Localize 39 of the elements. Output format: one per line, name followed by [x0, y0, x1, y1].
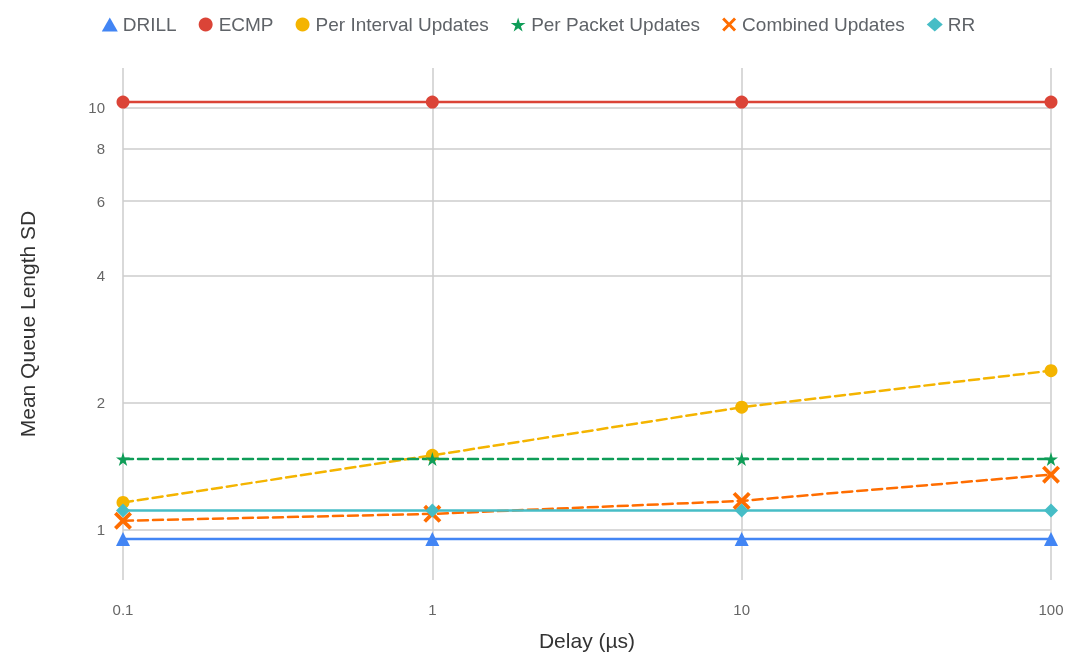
point: [734, 532, 749, 547]
y-tick-label: 8: [96, 139, 105, 157]
point: [1044, 503, 1058, 518]
legend-label: RR: [947, 14, 976, 35]
point: [1044, 532, 1058, 547]
x-tick-label: 0.1: [112, 601, 134, 618]
point: [1044, 452, 1058, 467]
point: [116, 503, 130, 518]
point: [116, 95, 130, 109]
x-tick-label: 1: [428, 601, 437, 618]
point: [425, 95, 439, 109]
point: [735, 400, 749, 414]
point: [114, 511, 132, 530]
y-tick-label: 1: [96, 521, 105, 539]
y-tick-label: 10: [88, 98, 105, 116]
legend-label: Combined Updates: [742, 14, 905, 35]
point: [1042, 465, 1060, 484]
y-tick-label: 4: [96, 266, 105, 284]
x-tick-label: 10: [733, 601, 751, 618]
y-tick-label: 6: [96, 192, 105, 210]
legend-label: Per Interval Updates: [315, 14, 489, 35]
x-tick-label: 100: [1038, 601, 1064, 618]
point: [732, 491, 751, 510]
point: [425, 503, 440, 518]
legend-label: Per Packet Updates: [531, 14, 701, 35]
point: [735, 95, 749, 109]
point: [734, 503, 749, 518]
legend-label: ECMP: [218, 14, 274, 35]
point: [425, 452, 440, 467]
legend-label: DRILL: [122, 14, 177, 35]
y-tick-label: 2: [96, 394, 105, 412]
point: [116, 452, 130, 467]
point: [425, 532, 440, 547]
point: [116, 532, 130, 547]
y-axis-title: Mean Queue Length SD: [16, 210, 39, 438]
point: [1044, 95, 1058, 109]
x-axis-title: Delay (µs): [538, 629, 636, 652]
point: [1044, 364, 1058, 378]
point: [734, 452, 749, 467]
